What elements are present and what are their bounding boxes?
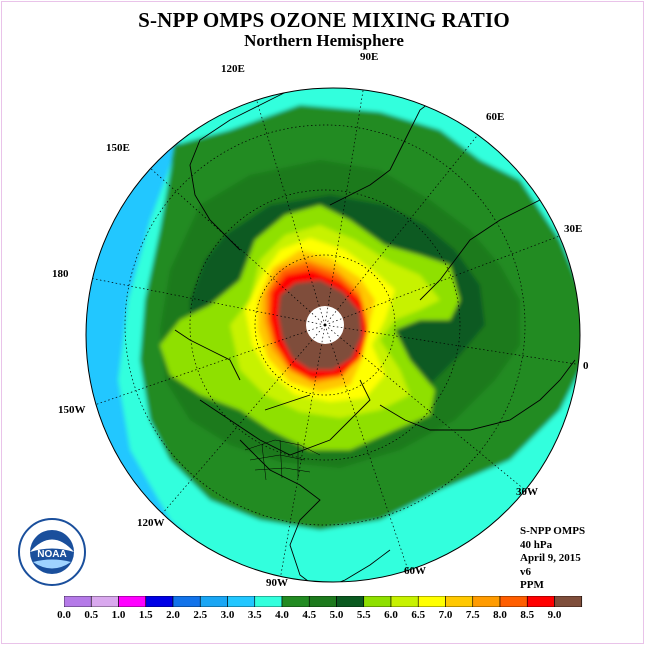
lon-label-150e: 150E [106,142,130,154]
colorbar-tick-label: 0.5 [84,609,99,621]
lon-label-30e: 30E [564,223,583,235]
ozone-contour-field [86,88,580,582]
colorbar-swatch [336,596,365,607]
colorbar [64,596,583,607]
colorbar-swatch [445,596,474,607]
colorbar-tick-label: 4.0 [275,609,289,621]
lon-label-120w: 120W [137,517,165,529]
colorbar-swatch [199,596,228,607]
map-title: S-NPP OMPS OZONE MIXING RATIO [138,8,510,32]
colorbar-tick-label: 4.5 [302,609,317,621]
colorbar-tick-label: 1.5 [138,609,153,621]
colorbar-tick-label: 5.5 [356,609,371,621]
info-instrument: S-NPP OMPS [520,525,586,537]
info-panel: S-NPP OMPS 40 hPa April 9, 2015 v6 PPM [520,525,585,593]
colorbar-swatch [90,596,119,607]
colorbar-tick-label: 2.0 [166,609,180,621]
colorbar-tick-label: 9.0 [547,609,562,621]
colorbar-swatch [145,596,174,607]
colorbar-tick-label: 8.0 [493,609,507,621]
lon-label-60w: 60W [404,565,426,577]
lon-label-90w: 90W [266,577,288,589]
lon-label-120e: 120E [221,63,245,75]
colorbar-tick-label: 3.5 [247,609,262,621]
colorbar-tick-label: 6.5 [411,609,426,621]
colorbar-tick-label: 2.5 [193,609,208,621]
coastlines [174,89,576,582]
colorbar-swatch [363,596,392,607]
lon-label-180: 180 [52,268,69,280]
colorbar-tick-label: 8.5 [520,609,535,621]
noaa-logo: NOAA [18,518,86,586]
noaa-logo-text: NOAA [37,549,66,560]
colorbar-swatch [227,596,256,607]
colorbar-swatch [118,596,147,607]
info-date: April 9, 2015 [520,552,581,564]
lon-label-150w: 150W [58,404,86,416]
colorbar-swatch [64,596,92,607]
colorbar-tick-label: 1.0 [111,609,126,621]
colorbar-tick-label: 7.5 [465,609,480,621]
map-subtitle: Northern Hemisphere [244,31,404,50]
colorbar-swatch [472,596,501,607]
colorbar-swatch [254,596,283,607]
info-units: PPM [520,579,544,591]
colorbar-swatch [172,596,201,607]
info-version: v6 [520,565,531,578]
lon-label-90e: 90E [360,51,379,63]
lon-label-30w: 30W [516,486,538,498]
colorbar-swatch [499,596,528,607]
graticule [86,88,580,581]
colorbar-tick-label: 7.0 [438,609,453,621]
info-level: 40 hPa [520,538,553,551]
colorbar-swatch [281,596,310,607]
colorbar-swatch [308,596,337,607]
colorbar-tick-label: 0.0 [57,609,71,621]
colorbar-swatch [390,596,419,607]
colorbar-swatch [526,596,555,607]
lon-label-0: 0 [583,360,589,372]
colorbar-tick-label: 6.0 [384,609,398,621]
map-boundary-circle [85,87,581,583]
colorbar-swatch [554,596,583,607]
colorbar-tick-label: 5.0 [329,609,344,621]
colorbar-tick-label: 3.0 [220,609,235,621]
lon-label-60e: 60E [486,111,505,123]
political-boundaries [244,439,321,481]
colorbar-swatch [417,596,446,607]
